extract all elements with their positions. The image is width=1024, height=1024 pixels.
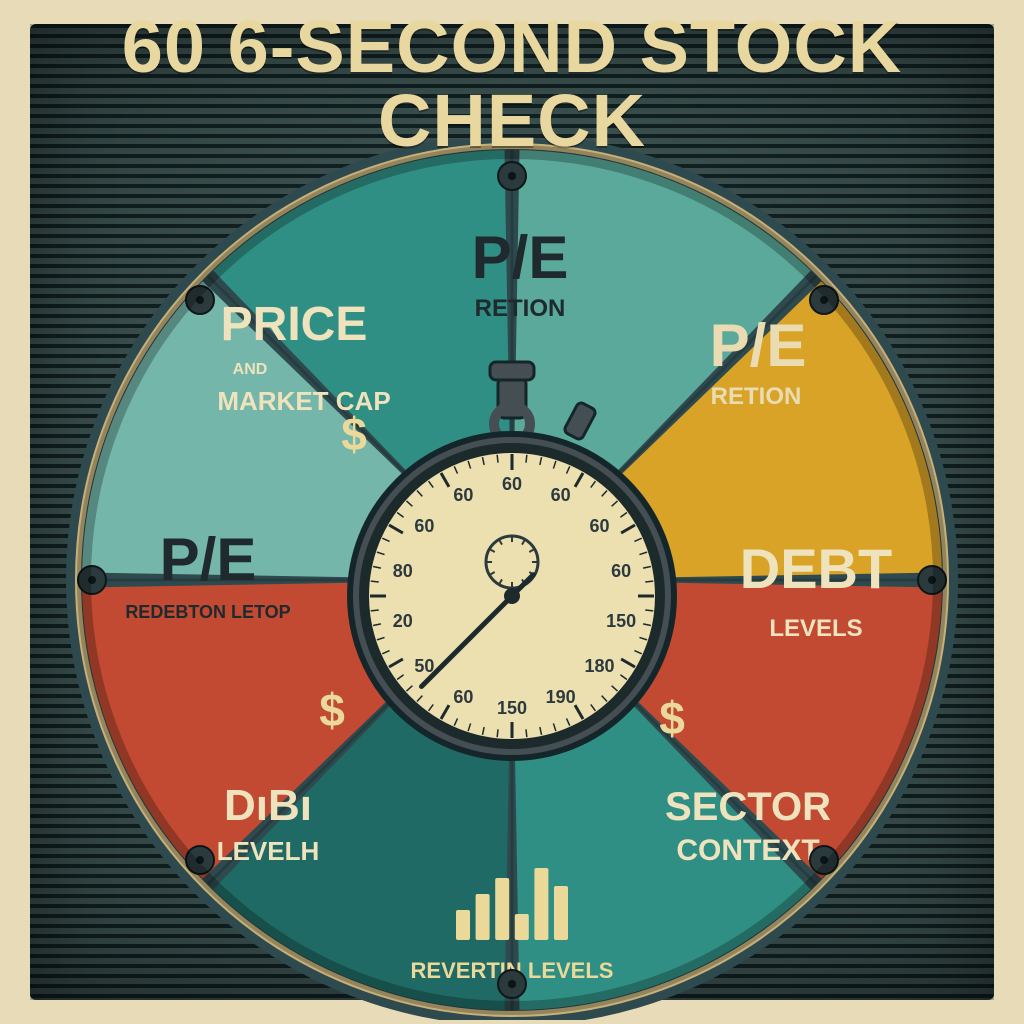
stopwatch-number: 60	[414, 516, 434, 536]
slice-title: PRICE	[221, 298, 368, 351]
slice-title: DEBT	[740, 537, 892, 600]
stopwatch-number: 60	[502, 474, 522, 494]
slice-title: P/E	[160, 526, 257, 593]
slice-subtitle: REDEBTON LETOP	[125, 602, 290, 622]
stopwatch-number: 60	[453, 687, 473, 707]
slice-title: P/E	[472, 224, 569, 291]
stopwatch-number: 60	[590, 516, 610, 536]
dollar-icon: $	[341, 408, 367, 460]
stopwatch-number: 190	[546, 687, 576, 707]
slice-subtitle: CONTEXT	[676, 834, 819, 867]
stopwatch-number: 150	[497, 698, 527, 718]
stopwatch-number: 180	[585, 656, 615, 676]
stopwatch-number: 50	[414, 656, 434, 676]
stopwatch-number: 60	[453, 485, 473, 505]
stopwatch-number: 80	[393, 561, 413, 581]
slice-subtitle: LEVELH	[217, 836, 320, 866]
stock-check-wheel: P/E RETION P/E RETION DEBT LEVELS SECTOR CONTEX…	[36, 140, 988, 1020]
slice-subtitle: RETION	[475, 295, 566, 322]
slice-subtitle: LEVELS	[769, 615, 862, 642]
stopwatch-number: 60	[611, 561, 631, 581]
svg-text:AND: AND	[233, 361, 268, 378]
slice-title: SECTOR	[665, 785, 831, 829]
stopwatch-number: 60	[551, 485, 571, 505]
stopwatch-number: 20	[393, 611, 413, 631]
dollar-icon: $	[319, 684, 345, 736]
stopwatch-number: 150	[606, 611, 636, 631]
slice-title: P/E	[710, 312, 807, 379]
slice-subtitle: RETION	[711, 383, 802, 410]
headline: 60 6-SECOND STOCK CHECK	[0, 10, 1024, 158]
dollar-icon: $	[659, 692, 685, 744]
slice-title: DıBı	[224, 781, 312, 830]
